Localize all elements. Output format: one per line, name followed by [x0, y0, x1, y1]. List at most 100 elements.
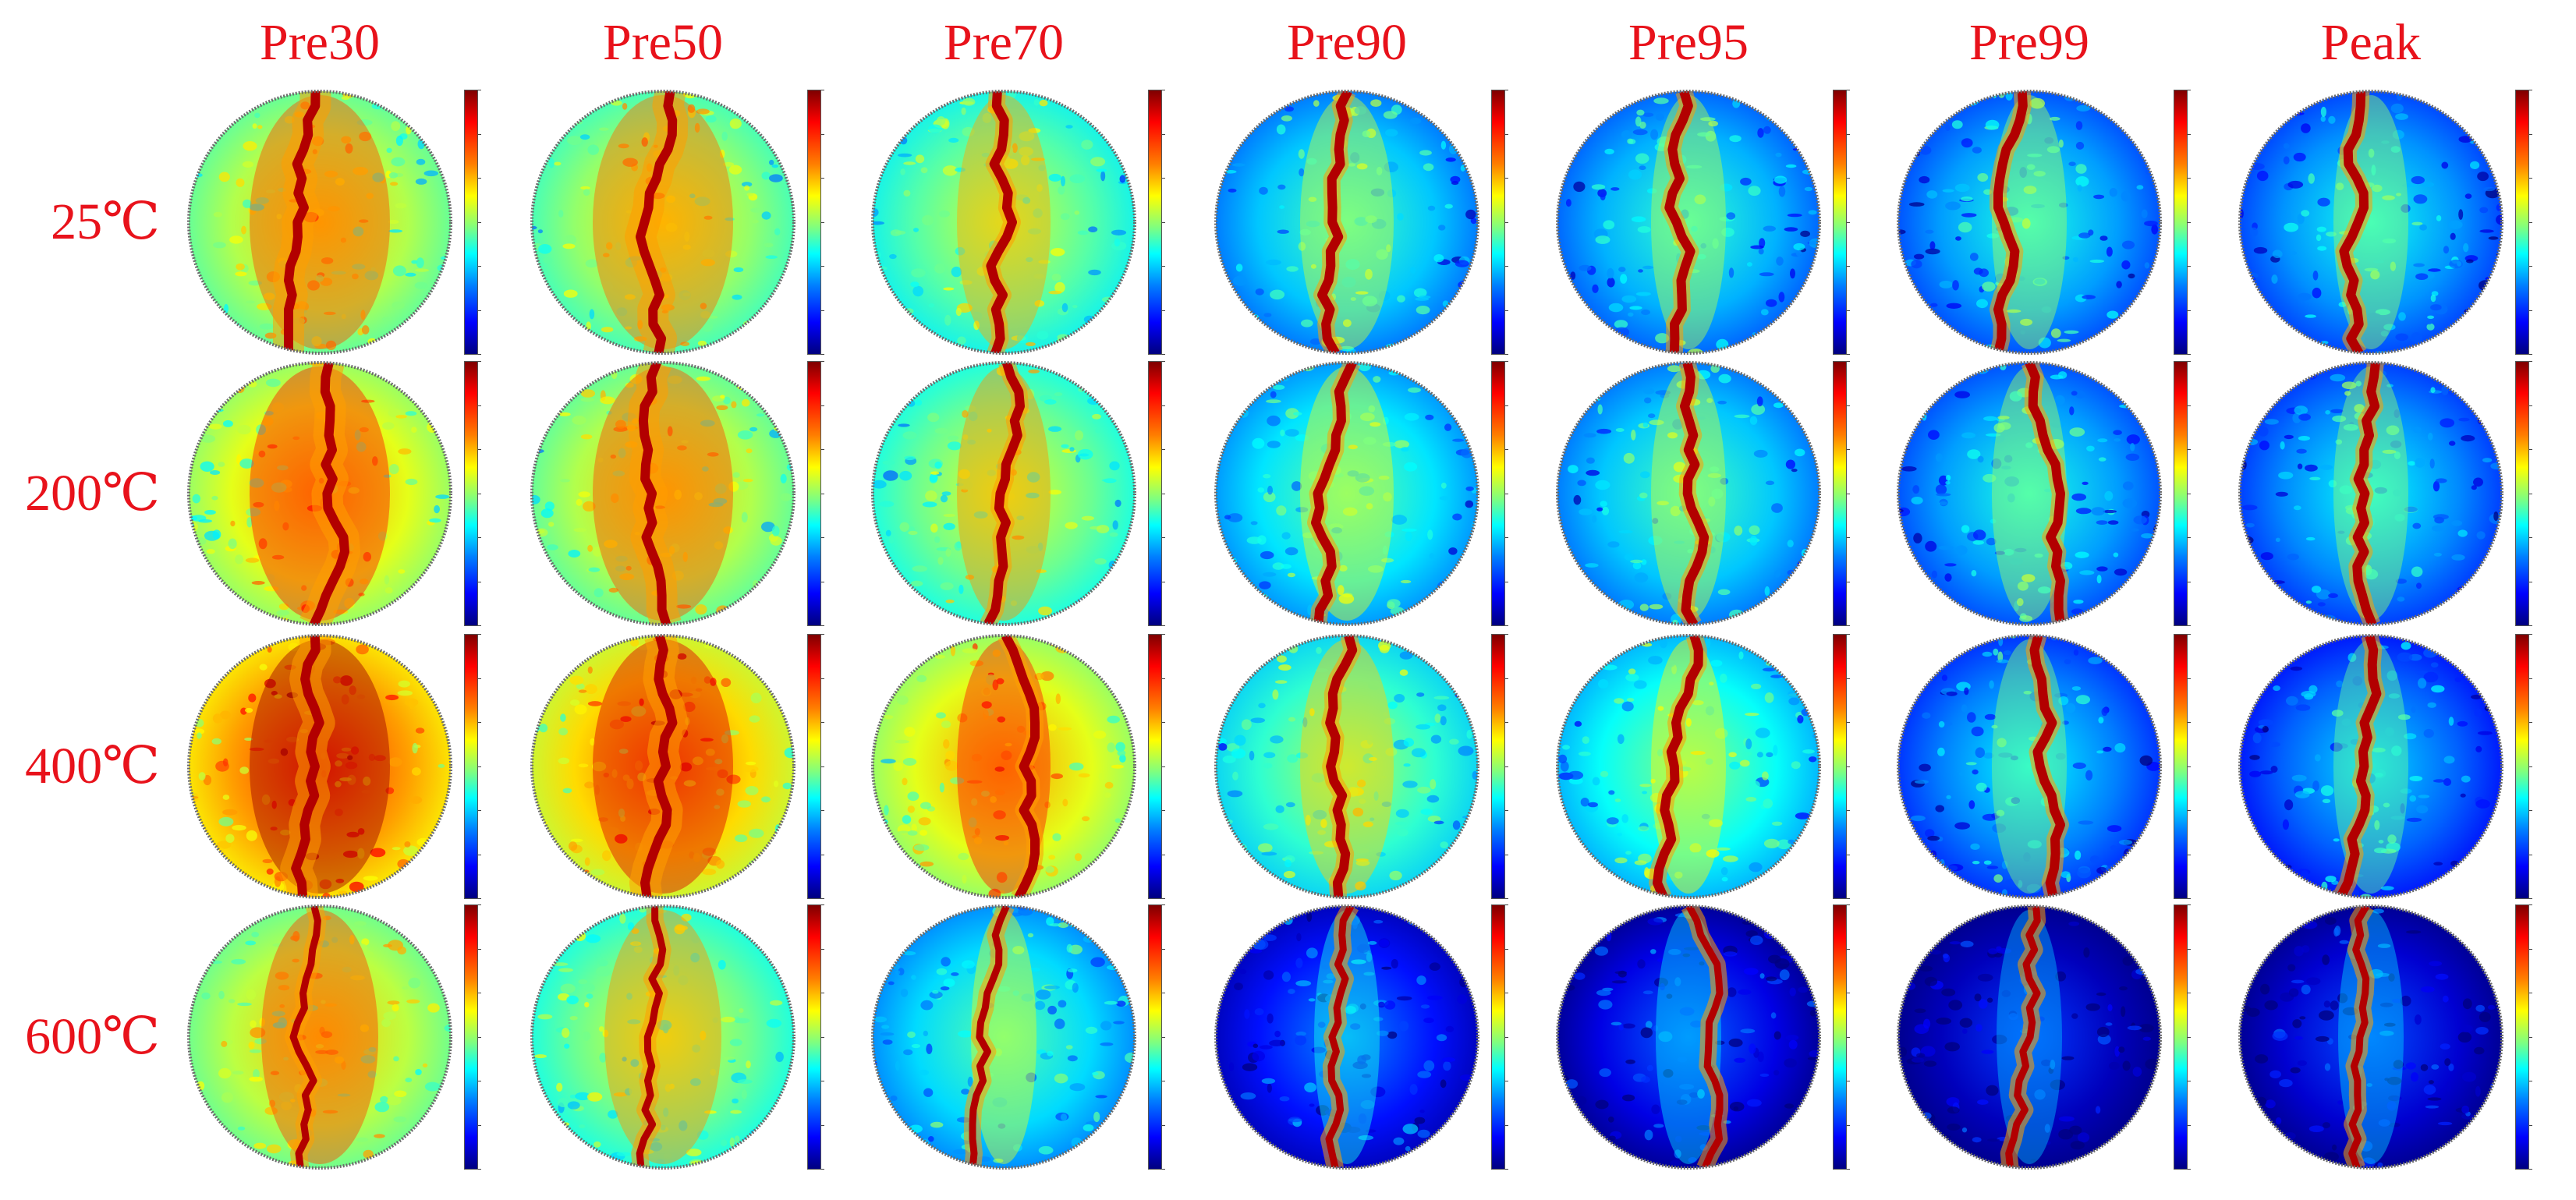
speckle	[541, 865, 551, 872]
speckle	[627, 922, 635, 931]
speckle	[1298, 242, 1306, 251]
speckle	[2113, 430, 2122, 435]
speckle	[962, 648, 978, 653]
speckle	[2071, 391, 2078, 396]
speckle	[1275, 342, 1292, 347]
speckle	[1427, 205, 1436, 211]
speckle	[1775, 100, 1786, 107]
speckle	[1939, 498, 1948, 507]
speckle	[1359, 1003, 1366, 1010]
crack-line	[638, 363, 671, 625]
speckle	[1101, 478, 1117, 483]
speckle	[1281, 564, 1292, 569]
speckle	[962, 410, 969, 418]
speckle	[1641, 1076, 1650, 1083]
speckle	[735, 618, 742, 625]
speckle	[1639, 784, 1652, 788]
speckle	[2412, 427, 2422, 433]
speckle	[352, 273, 359, 280]
speckle	[576, 873, 586, 879]
speckle	[714, 541, 724, 550]
speckle	[2260, 931, 2266, 936]
speckle	[1362, 437, 1377, 445]
speckle	[1365, 268, 1373, 280]
speckle	[1028, 128, 1041, 133]
speckle	[1814, 136, 1819, 144]
speckle	[1397, 828, 1408, 837]
speckle	[2252, 883, 2265, 891]
speckle	[2280, 91, 2287, 98]
speckle	[1401, 447, 1409, 452]
speckle	[532, 596, 546, 606]
speckle	[973, 837, 983, 844]
speckle	[1093, 1111, 1100, 1123]
speckle	[1691, 225, 1698, 232]
speckle	[1278, 664, 1292, 671]
speckle	[2017, 598, 2024, 607]
speckle	[2245, 522, 2255, 528]
speckle	[971, 798, 978, 806]
speckle	[760, 363, 769, 371]
speckle	[1402, 1124, 1419, 1135]
speckle	[955, 246, 966, 256]
speckle	[1403, 763, 1411, 767]
speckle	[1313, 809, 1327, 819]
colorbar-tick	[821, 625, 824, 626]
speckle	[2379, 1002, 2394, 1007]
speckle	[278, 985, 290, 991]
speckle	[2425, 1105, 2440, 1109]
speckle	[631, 928, 640, 934]
speckle	[691, 933, 700, 943]
speckle	[1036, 989, 1051, 1000]
speckle	[2379, 1030, 2394, 1036]
speckle	[965, 405, 976, 412]
speckle	[409, 699, 415, 710]
speckle	[245, 300, 255, 304]
speckle	[575, 1092, 590, 1101]
speckle	[626, 210, 632, 214]
colorbar-ticks	[478, 634, 494, 899]
speckle	[2386, 425, 2400, 436]
speckle	[726, 774, 741, 784]
speckle	[2103, 746, 2112, 752]
speckle	[2264, 1000, 2278, 1011]
speckle	[1595, 1099, 1609, 1110]
speckle	[683, 701, 696, 713]
speckle	[1962, 1028, 1968, 1034]
speckle	[2390, 261, 2397, 271]
speckle	[2255, 925, 2270, 930]
speckle	[1570, 315, 1575, 319]
speckle	[1622, 1023, 1635, 1029]
speckle	[1228, 1062, 1235, 1071]
crack-line	[983, 363, 1025, 625]
speckle	[1898, 946, 1911, 957]
colorbar-tick	[821, 904, 824, 905]
speckle	[1397, 635, 1406, 640]
speckle	[1026, 472, 1040, 483]
specimen-rim	[187, 90, 452, 355]
speckle	[1720, 183, 1733, 192]
speckle	[1697, 253, 1706, 260]
speckle	[940, 582, 954, 590]
speckle	[1338, 565, 1348, 572]
speckle	[2490, 462, 2502, 469]
speckle	[2393, 1060, 2404, 1069]
speckle	[1383, 492, 1392, 502]
colorbar-gradient	[464, 904, 478, 1170]
speckle	[2462, 998, 2472, 1010]
speckle	[2249, 755, 2260, 760]
speckle	[1764, 692, 1774, 703]
speckle	[1593, 917, 1603, 923]
speckle	[200, 434, 215, 443]
speckle	[1453, 306, 1460, 317]
speckle	[1766, 976, 1777, 982]
crack-line	[291, 635, 324, 897]
speckle	[399, 635, 407, 640]
speckle	[1267, 441, 1281, 448]
colorbar-tick	[1162, 178, 1165, 179]
speckle	[721, 131, 728, 141]
speckle	[2240, 536, 2254, 544]
speckle	[1804, 186, 1813, 192]
speckle	[915, 154, 925, 164]
colorbar-ticks	[1505, 634, 1521, 899]
